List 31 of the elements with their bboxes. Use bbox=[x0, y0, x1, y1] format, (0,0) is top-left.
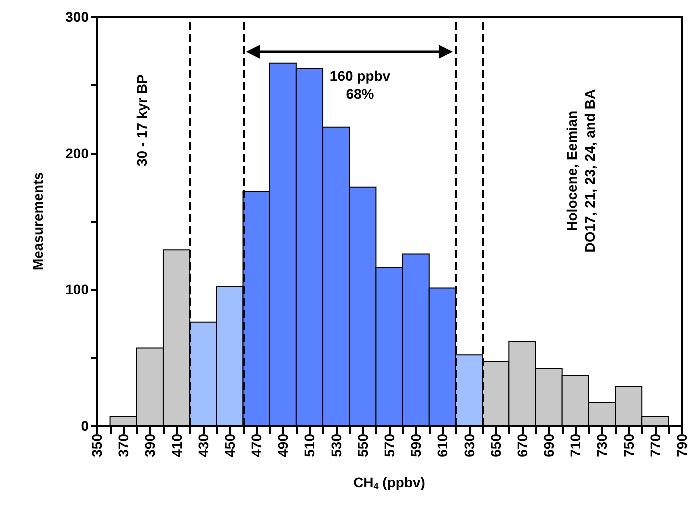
x-tick-label: 790 bbox=[674, 434, 690, 458]
x-tick-label: 390 bbox=[142, 434, 158, 458]
x-tick-label: 490 bbox=[275, 434, 292, 458]
x-tick-label: 570 bbox=[382, 434, 398, 458]
y-tick-label: 100 bbox=[66, 282, 90, 298]
x-tick-label: 370 bbox=[116, 434, 132, 458]
x-tick-label: 770 bbox=[647, 434, 664, 458]
y-axis-title: Measurements bbox=[30, 172, 46, 271]
annotation: 160 ppbv 68% bbox=[330, 68, 391, 102]
annotation: Holocene, Eemian DO17, 21, 23, 24, and BA bbox=[564, 89, 598, 253]
x-tick-label: 610 bbox=[434, 434, 451, 458]
x-tick-label: 510 bbox=[302, 434, 318, 458]
x-tick-label: 710 bbox=[568, 434, 584, 458]
x-tick-label: 470 bbox=[248, 434, 265, 458]
x-tick-label: 410 bbox=[168, 434, 185, 458]
x-tick-label: 530 bbox=[328, 434, 344, 458]
x-tick-label: 630 bbox=[461, 434, 478, 458]
x-tick-label: 670 bbox=[514, 434, 530, 458]
x-tick-label: 750 bbox=[620, 434, 637, 458]
x-tick-label: 690 bbox=[541, 434, 558, 458]
x-tick-label: 590 bbox=[408, 434, 424, 458]
x-tick-label: 350 bbox=[89, 434, 105, 458]
x-tick-label: 550 bbox=[354, 434, 371, 458]
x-tick-label: 650 bbox=[488, 434, 504, 458]
y-tick-label: 200 bbox=[66, 145, 90, 162]
x-tick-label: 730 bbox=[594, 434, 610, 458]
x-tick-label: 430 bbox=[195, 434, 212, 458]
y-tick-label: 0 bbox=[81, 418, 90, 434]
x-tick-label: 450 bbox=[222, 434, 238, 458]
y-tick-label: 300 bbox=[66, 9, 90, 25]
annotation: 30 - 17 kyr BP bbox=[134, 74, 150, 167]
